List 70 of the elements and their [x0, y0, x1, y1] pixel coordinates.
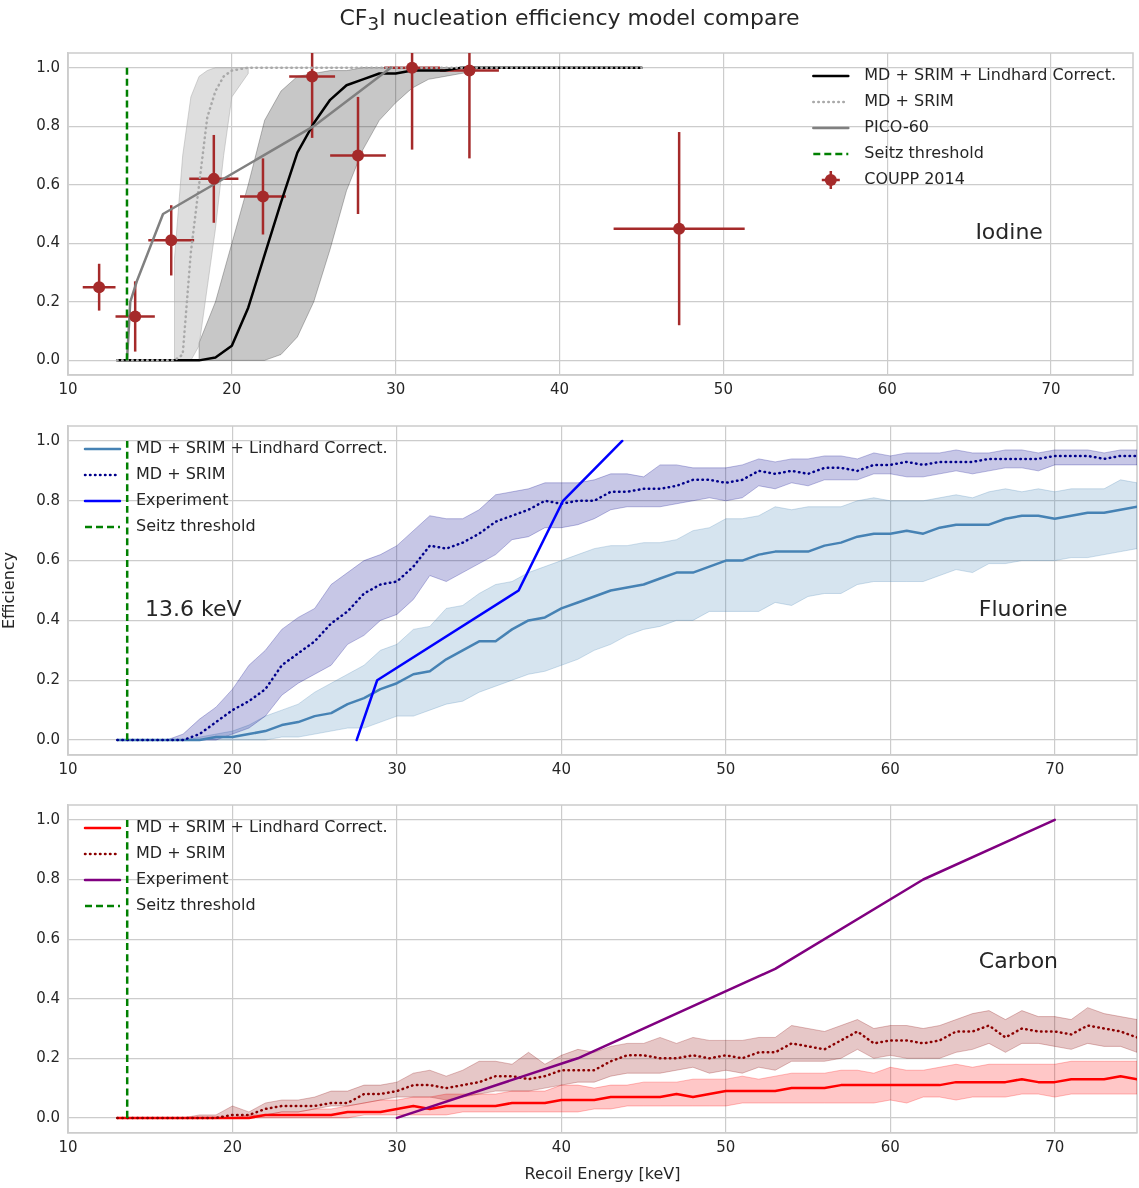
x-tick-label: 30	[387, 1137, 407, 1156]
x-tick-label: 30	[387, 759, 407, 778]
y-tick-label: 1.0	[36, 57, 60, 76]
legend-label: Experiment	[136, 869, 229, 889]
x-tick-label: 20	[222, 379, 242, 398]
x-axis-title: Recoil Energy [keV]	[524, 1163, 681, 1183]
y-tick-label: 0.4	[36, 988, 60, 1007]
y-tick-label: 0.4	[36, 233, 60, 252]
x-tick-label: 70	[1045, 759, 1065, 778]
x-tick-label: 10	[58, 759, 78, 778]
legend-label: MD + SRIM + Lindhard Correct.	[864, 65, 1116, 85]
legend-label: MD + SRIM	[864, 91, 954, 111]
annotation: 13.6 keV	[144, 595, 242, 621]
x-tick-label: 20	[222, 759, 243, 778]
y-tick-label: 0.8	[36, 869, 60, 888]
x-tick-label: 20	[222, 1137, 243, 1156]
legend-label: MD + SRIM + Lindhard Correct.	[136, 817, 388, 837]
legend-label: Seitz threshold	[136, 895, 256, 915]
x-tick-label: 40	[549, 379, 570, 398]
x-tick-label: 40	[551, 1137, 571, 1156]
x-tick-label: 30	[386, 379, 406, 398]
point	[93, 281, 106, 294]
x-tick-label: 50	[716, 759, 736, 778]
x-tick-label: 60	[877, 379, 897, 398]
legend-label: Seitz threshold	[864, 143, 984, 163]
y-tick-label: 1.0	[36, 430, 60, 449]
point	[165, 234, 178, 247]
y-tick-label: 0.4	[36, 610, 60, 629]
legend-label: COUPP 2014	[864, 169, 965, 189]
y-tick-label: 0.2	[36, 291, 60, 310]
x-tick-label: 60	[880, 759, 900, 778]
legend-label: MD + SRIM	[136, 464, 226, 484]
y-tick-label: 1.0	[36, 809, 60, 828]
point	[207, 172, 220, 185]
y-tick-label: 0.0	[36, 350, 60, 369]
legend-label: Seitz threshold	[136, 516, 256, 536]
x-tick-label: 10	[58, 1137, 78, 1156]
legend-label: MD + SRIM	[136, 843, 226, 863]
y-tick-label: 0.6	[36, 550, 60, 569]
legend-label: PICO-60	[864, 117, 930, 137]
y-tick-label: 0.8	[36, 116, 60, 135]
x-tick-label: 10	[58, 379, 78, 398]
legend-label: MD + SRIM + Lindhard Correct.	[136, 438, 388, 458]
y-tick-label: 0.2	[36, 670, 60, 689]
x-tick-label: 50	[713, 379, 733, 398]
annotation: Iodine	[975, 219, 1043, 245]
point	[306, 70, 319, 83]
x-tick-label: 40	[551, 759, 571, 778]
x-tick-label: 70	[1045, 1137, 1065, 1156]
point	[406, 61, 419, 74]
y-tick-label: 0.0	[36, 729, 60, 748]
y-axis-title: Efficiency	[0, 551, 18, 630]
y-tick-label: 0.6	[36, 174, 60, 193]
legend-label: Experiment	[136, 490, 229, 510]
point	[352, 149, 365, 162]
y-tick-label: 0.2	[36, 1048, 60, 1067]
x-tick-label: 60	[880, 1137, 900, 1156]
point	[673, 222, 686, 235]
x-tick-label: 50	[716, 1137, 736, 1156]
y-tick-label: 0.6	[36, 928, 60, 947]
annotation: Fluorine	[978, 595, 1068, 621]
x-tick-label: 70	[1041, 379, 1061, 398]
chart-title: CF$_{3}$I nucleation efficiency model compare	[338, 4, 801, 36]
point	[463, 64, 476, 77]
y-tick-label: 0.8	[36, 490, 60, 509]
y-tick-label: 0.0	[36, 1107, 60, 1126]
annotation: Carbon	[978, 948, 1059, 974]
point	[129, 310, 142, 323]
point	[256, 190, 269, 203]
line-series	[116, 1024, 1137, 1120]
